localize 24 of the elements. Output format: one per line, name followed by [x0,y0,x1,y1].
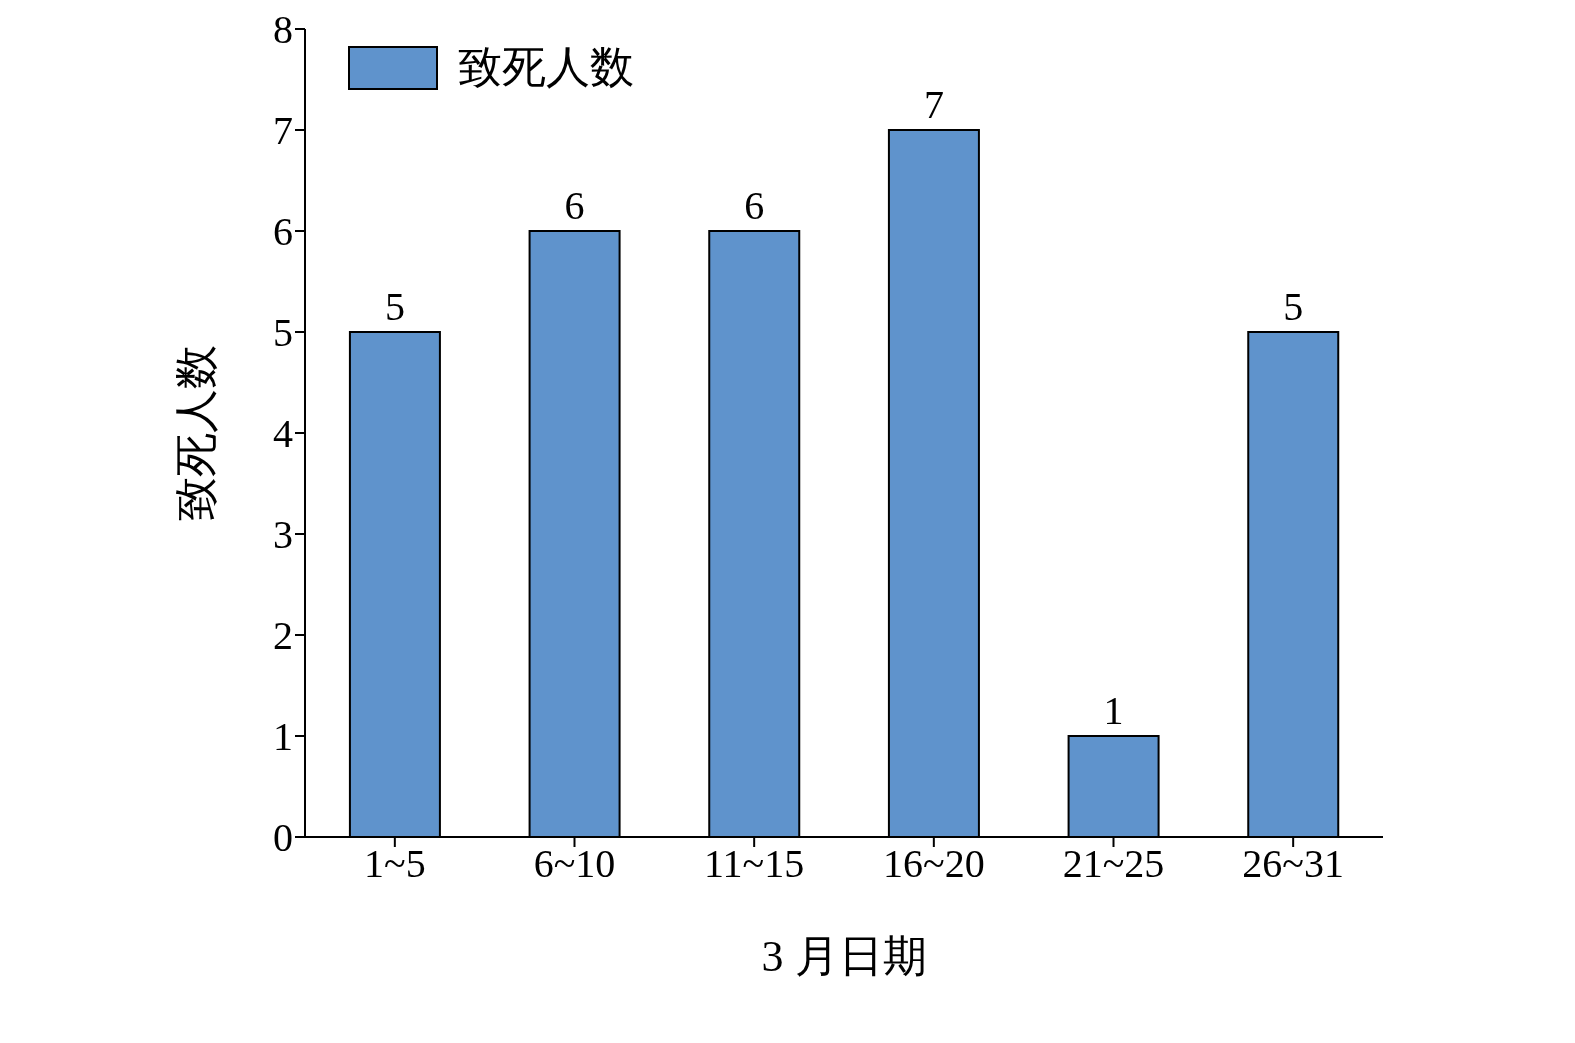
y-tick-label: 4 [273,411,293,457]
y-tick-label: 6 [273,209,293,255]
data-label: 5 [384,284,405,329]
data-label: 6 [744,183,765,228]
legend-label: 致死人数 [458,42,634,94]
data-label: 6 [564,183,585,228]
y-tick-label: 0 [273,815,293,861]
y-tick-label: 2 [273,613,293,659]
y-tick-label: 3 [273,512,293,558]
data-label: 7 [923,82,944,127]
data-label: 5 [1283,284,1304,329]
y-axis-title: 致死人数 [171,345,221,521]
y-tick-label: 5 [273,310,293,356]
x-axis-title: 3 月日期 [761,932,927,981]
x-tick-label: 6~10 [533,841,616,887]
x-tick-label: 26~31 [1242,841,1344,887]
y-tick-label: 1 [273,714,293,760]
x-tick-label: 11~15 [704,841,805,887]
y-tick-label: 8 [273,7,293,53]
y-tick-label: 7 [273,108,293,154]
x-tick-label: 16~20 [883,841,985,887]
x-tick-label: 1~5 [364,841,426,887]
data-label: 1 [1103,688,1124,733]
x-tick-label: 21~25 [1062,841,1165,887]
